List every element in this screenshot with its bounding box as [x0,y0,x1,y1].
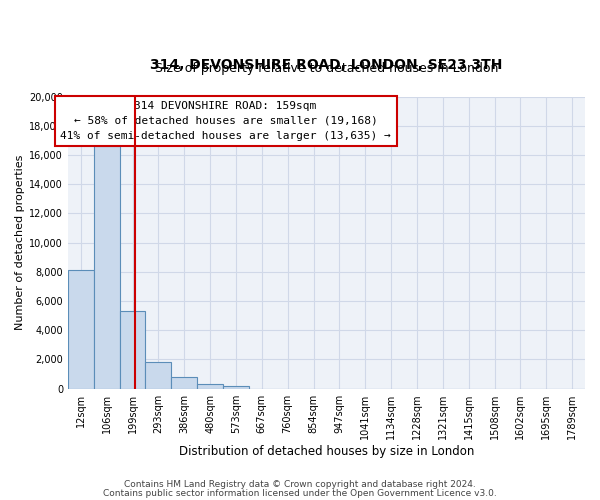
Bar [223,386,249,388]
Bar [145,362,172,388]
Text: Contains HM Land Registry data © Crown copyright and database right 2024.: Contains HM Land Registry data © Crown c… [124,480,476,489]
Bar [68,270,94,388]
X-axis label: Distribution of detached houses by size in London: Distribution of detached houses by size … [179,444,474,458]
Text: 314, DEVONSHIRE ROAD, LONDON, SE23 3TH: 314, DEVONSHIRE ROAD, LONDON, SE23 3TH [150,58,503,72]
Bar [94,146,119,388]
Text: Contains public sector information licensed under the Open Government Licence v3: Contains public sector information licen… [103,488,497,498]
Bar [119,311,145,388]
Title: Size of property relative to detached houses in London: Size of property relative to detached ho… [155,62,498,74]
Bar [197,384,223,388]
Text: 314 DEVONSHIRE ROAD: 159sqm
← 58% of detached houses are smaller (19,168)
41% of: 314 DEVONSHIRE ROAD: 159sqm ← 58% of det… [60,101,391,140]
Bar [172,377,197,388]
Y-axis label: Number of detached properties: Number of detached properties [15,155,25,330]
